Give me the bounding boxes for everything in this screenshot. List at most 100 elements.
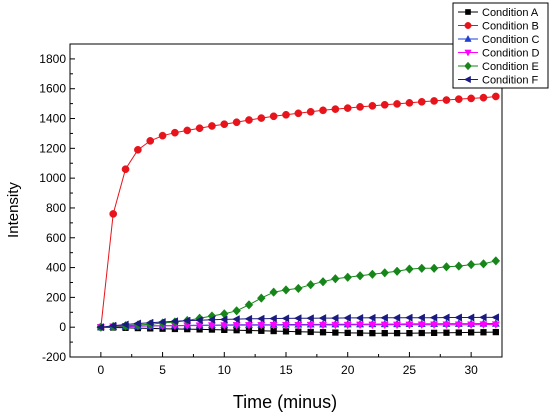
data-point xyxy=(108,321,117,330)
data-point xyxy=(369,330,376,337)
data-point xyxy=(393,321,402,330)
data-point xyxy=(295,328,302,335)
legend-item: Condition D xyxy=(458,48,540,60)
data-point xyxy=(182,316,191,325)
data-point xyxy=(232,118,241,127)
data-point xyxy=(381,330,388,337)
y-axis-title: Intensity xyxy=(5,182,22,238)
data-point xyxy=(455,329,462,336)
data-point xyxy=(454,95,463,103)
data-point xyxy=(406,330,413,337)
data-point xyxy=(454,321,463,330)
data-point xyxy=(454,261,464,271)
data-point xyxy=(306,107,315,116)
data-point xyxy=(491,321,500,330)
data-point xyxy=(479,259,488,269)
y-tick-label: 200 xyxy=(46,290,66,304)
data-point xyxy=(392,266,402,276)
data-point xyxy=(344,329,351,336)
data-point xyxy=(257,322,266,330)
data-point xyxy=(294,321,303,330)
data-point xyxy=(405,264,414,274)
data-point xyxy=(306,280,315,290)
data-point xyxy=(306,321,315,330)
legend-label: Condition C xyxy=(482,34,540,46)
data-point xyxy=(491,313,499,322)
data-point xyxy=(466,259,476,270)
data-point xyxy=(442,96,451,104)
data-point xyxy=(318,314,327,323)
legend-item: Condition E xyxy=(458,61,539,73)
data-point xyxy=(96,323,104,332)
legend-marker xyxy=(464,22,472,29)
data-point xyxy=(479,93,488,102)
data-point xyxy=(467,321,476,330)
data-point xyxy=(244,314,253,323)
data-point xyxy=(220,322,229,330)
legend-marker xyxy=(465,9,471,15)
y-axis: -200 0 200 400 600 800 1000 1200 1400 1600 1800 xyxy=(39,52,75,364)
data-point xyxy=(417,97,426,106)
x-tick-label: 20 xyxy=(341,363,355,377)
data-point xyxy=(380,100,389,109)
legend-item: Condition A xyxy=(458,7,539,19)
data-point xyxy=(429,263,439,274)
data-point xyxy=(232,322,241,330)
data-point xyxy=(269,321,278,330)
data-point xyxy=(356,321,365,330)
legend-marker xyxy=(464,49,472,57)
data-point xyxy=(307,328,314,336)
data-point xyxy=(491,92,500,101)
data-point xyxy=(232,306,241,316)
data-point xyxy=(145,318,154,327)
data-point xyxy=(380,268,390,278)
x-tick-label: 5 xyxy=(159,363,166,377)
data-point xyxy=(208,122,216,130)
x-tick-label: 30 xyxy=(464,363,478,377)
legend-item: Condition B xyxy=(458,21,539,33)
x-tick-label: 25 xyxy=(403,363,417,377)
x-axis: 0 5 10 15 20 25 30 xyxy=(98,352,478,377)
data-point xyxy=(331,321,340,330)
legend-item: Condition C xyxy=(458,34,540,46)
y-tick-label: 1400 xyxy=(39,112,66,126)
data-point xyxy=(319,329,327,336)
data-point xyxy=(245,116,253,124)
data-point xyxy=(319,106,327,115)
data-point xyxy=(417,321,426,330)
data-point xyxy=(355,271,365,281)
data-point xyxy=(417,313,425,322)
legend-label: Condition A xyxy=(482,7,539,19)
data-point xyxy=(442,321,451,330)
data-point xyxy=(134,145,142,154)
legend-label: Condition B xyxy=(482,21,539,33)
data-point xyxy=(356,329,364,337)
data-point xyxy=(442,262,451,272)
data-point xyxy=(257,114,266,122)
data-point xyxy=(269,112,278,121)
data-point xyxy=(318,277,328,287)
series-layer xyxy=(96,92,501,337)
legend-marker xyxy=(464,61,472,71)
data-point xyxy=(417,263,427,274)
data-point xyxy=(219,315,228,324)
data-point xyxy=(380,313,388,322)
data-point xyxy=(170,317,179,326)
data-point xyxy=(343,313,351,322)
data-point xyxy=(207,322,216,330)
data-point xyxy=(492,328,499,336)
data-point xyxy=(331,105,340,113)
data-point xyxy=(418,329,425,337)
data-point xyxy=(109,210,118,218)
data-point xyxy=(430,329,438,336)
data-point xyxy=(405,321,414,330)
data-point xyxy=(294,283,303,294)
data-point xyxy=(343,272,353,282)
data-point xyxy=(220,120,229,129)
data-point xyxy=(158,131,167,140)
y-tick-label: 800 xyxy=(46,201,66,215)
data-point xyxy=(479,321,488,330)
y-tick-label: -200 xyxy=(42,350,66,364)
